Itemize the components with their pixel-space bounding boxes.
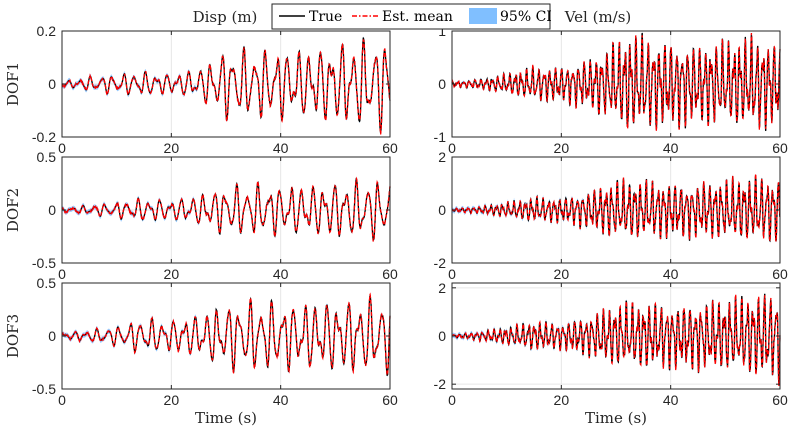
y-axis-label: DOF2 <box>4 188 22 232</box>
x-axis-label: Time (s) <box>195 409 257 427</box>
y-tick-label: -2 <box>434 255 447 271</box>
y-tick-label: 0.5 <box>37 149 57 165</box>
y-tick-label: 0 <box>438 202 446 218</box>
x-tick-label: 60 <box>382 140 398 156</box>
x-axis-label: Time (s) <box>585 409 647 427</box>
x-tick-label: 60 <box>382 392 398 408</box>
y-tick-label: -1 <box>434 129 447 145</box>
x-tick-label: 0 <box>58 266 66 282</box>
legend-label-ci: 95% CI <box>500 9 552 25</box>
y-tick-label: 0 <box>438 328 446 344</box>
legend-swatch-ci <box>469 8 497 24</box>
x-tick-label: 0 <box>448 266 456 282</box>
x-tick-label: 40 <box>663 392 679 408</box>
y-axis-label: DOF1 <box>4 62 22 106</box>
y-tick-label: 0.5 <box>37 275 57 291</box>
legend-label-estimate: Est. mean <box>382 9 453 25</box>
x-tick-label: 20 <box>164 140 180 156</box>
series-estimate-line <box>451 173 781 242</box>
x-tick-label: 20 <box>554 140 570 156</box>
x-tick-label: 40 <box>273 266 289 282</box>
y-tick-label: 0.2 <box>37 23 57 39</box>
series-estimate-line <box>61 39 391 135</box>
x-tick-label: 20 <box>554 392 570 408</box>
series-estimate-line <box>451 32 781 131</box>
legend: True Est. mean 95% CI <box>271 3 552 30</box>
x-tick-label: 60 <box>382 266 398 282</box>
x-tick-label: 0 <box>58 392 66 408</box>
legend-box <box>271 3 551 30</box>
x-tick-label: 0 <box>448 140 456 156</box>
x-tick-label: 60 <box>772 140 788 156</box>
y-tick-label: 0 <box>48 76 56 92</box>
y-axis-label: DOF3 <box>4 314 22 358</box>
series-estimate-line <box>61 292 391 375</box>
y-tick-label: 1 <box>438 23 446 39</box>
x-tick-label: 0 <box>58 140 66 156</box>
x-tick-label: 20 <box>164 392 180 408</box>
x-tick-label: 60 <box>772 266 788 282</box>
y-tick-label: -0.2 <box>32 129 56 145</box>
y-tick-label: -0.5 <box>32 381 56 397</box>
series-estimate-line <box>451 294 781 386</box>
x-tick-label: 60 <box>772 392 788 408</box>
x-tick-label: 40 <box>663 140 679 156</box>
column-title: Vel (m/s) <box>564 8 632 26</box>
y-tick-label: 0 <box>48 328 56 344</box>
y-tick-label: -2 <box>434 376 447 392</box>
x-tick-label: 40 <box>273 140 289 156</box>
x-tick-label: 0 <box>448 392 456 408</box>
legend-label-true: True <box>309 9 342 25</box>
x-tick-label: 20 <box>164 266 180 282</box>
y-tick-label: 0 <box>438 76 446 92</box>
x-tick-label: 40 <box>273 392 289 408</box>
x-tick-label: 20 <box>554 266 570 282</box>
y-tick-label: -0.5 <box>32 255 56 271</box>
y-tick-label: 2 <box>438 280 446 296</box>
x-tick-label: 40 <box>663 266 679 282</box>
y-tick-label: 2 <box>438 149 446 165</box>
column-title: Disp (m) <box>193 8 258 26</box>
y-tick-label: 0 <box>48 202 56 218</box>
series-estimate-line <box>61 176 391 242</box>
